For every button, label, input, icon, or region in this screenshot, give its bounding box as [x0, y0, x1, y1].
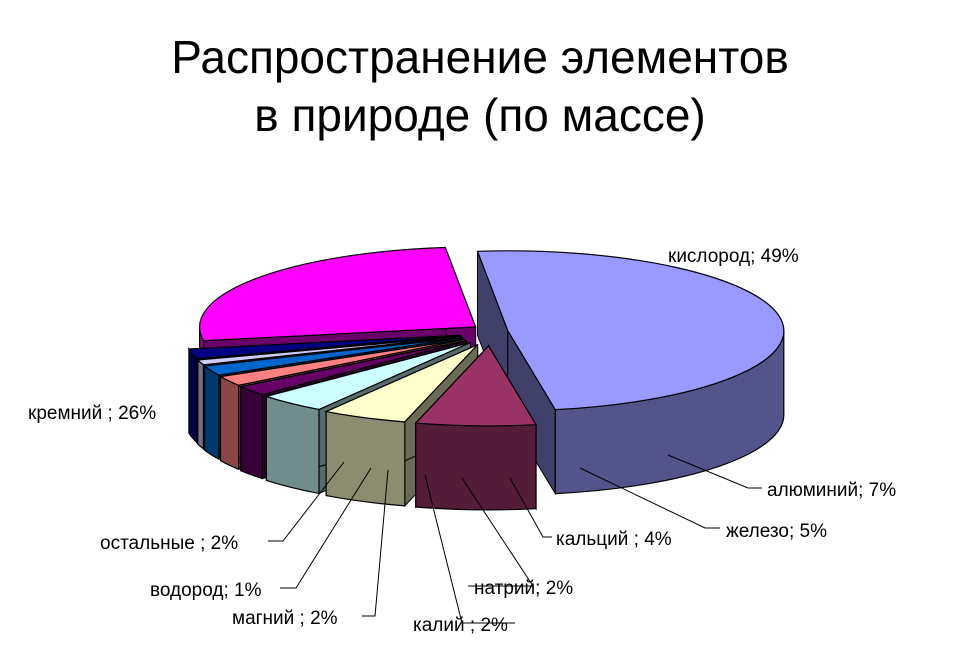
slice-side — [188, 346, 198, 445]
data-label: железо; 5% — [726, 521, 827, 542]
data-label: водород; 1% — [150, 580, 262, 601]
pie-slice-5 — [218, 338, 465, 386]
leader-line — [579, 467, 720, 529]
data-label: алюминий; 7% — [767, 480, 896, 501]
data-label: кислород; 49% — [668, 246, 799, 267]
data-label: натрий; 2% — [474, 578, 573, 599]
leader-line — [424, 474, 515, 624]
chart-title: Распространение элементов в природе (по … — [0, 28, 960, 144]
slice-side — [325, 410, 406, 507]
pie-slice-9 — [199, 246, 477, 342]
leader-line — [509, 477, 552, 538]
leader-line — [461, 477, 534, 587]
leader-line — [362, 469, 389, 617]
slice-side — [197, 358, 205, 451]
pie-slice-0 — [476, 250, 785, 411]
chart-title-line-2: в природе (по массе) — [254, 89, 706, 141]
pie-slice-1 — [414, 344, 538, 427]
pie-slice-6 — [202, 337, 463, 376]
data-label: кремний ; 26% — [28, 403, 156, 424]
pie-labels: кислород; 49% алюминий; 7% железо; 5% кальц… — [28, 246, 896, 636]
slice-side — [415, 422, 537, 511]
data-label: калий ; 2% — [413, 615, 508, 636]
slice-side — [240, 385, 264, 480]
chart-title-line-1: Распространение элементов — [171, 31, 789, 83]
pie-slice-3 — [264, 341, 471, 411]
pie-slice-4 — [238, 340, 467, 396]
leader-line — [280, 467, 372, 589]
pie-tops — [187, 246, 785, 427]
slice-side — [219, 375, 240, 471]
leader-line — [268, 461, 345, 542]
slice-side — [203, 364, 220, 461]
pie-slice-2 — [324, 344, 479, 423]
slice-side — [265, 395, 320, 495]
pie-slice-8 — [187, 334, 461, 360]
data-label: магний ; 2% — [232, 608, 338, 629]
leader-line — [667, 454, 762, 489]
data-label: остальные ; 2% — [100, 533, 238, 554]
pie-slice-7 — [196, 335, 462, 366]
data-label: кальций ; 4% — [556, 529, 672, 550]
